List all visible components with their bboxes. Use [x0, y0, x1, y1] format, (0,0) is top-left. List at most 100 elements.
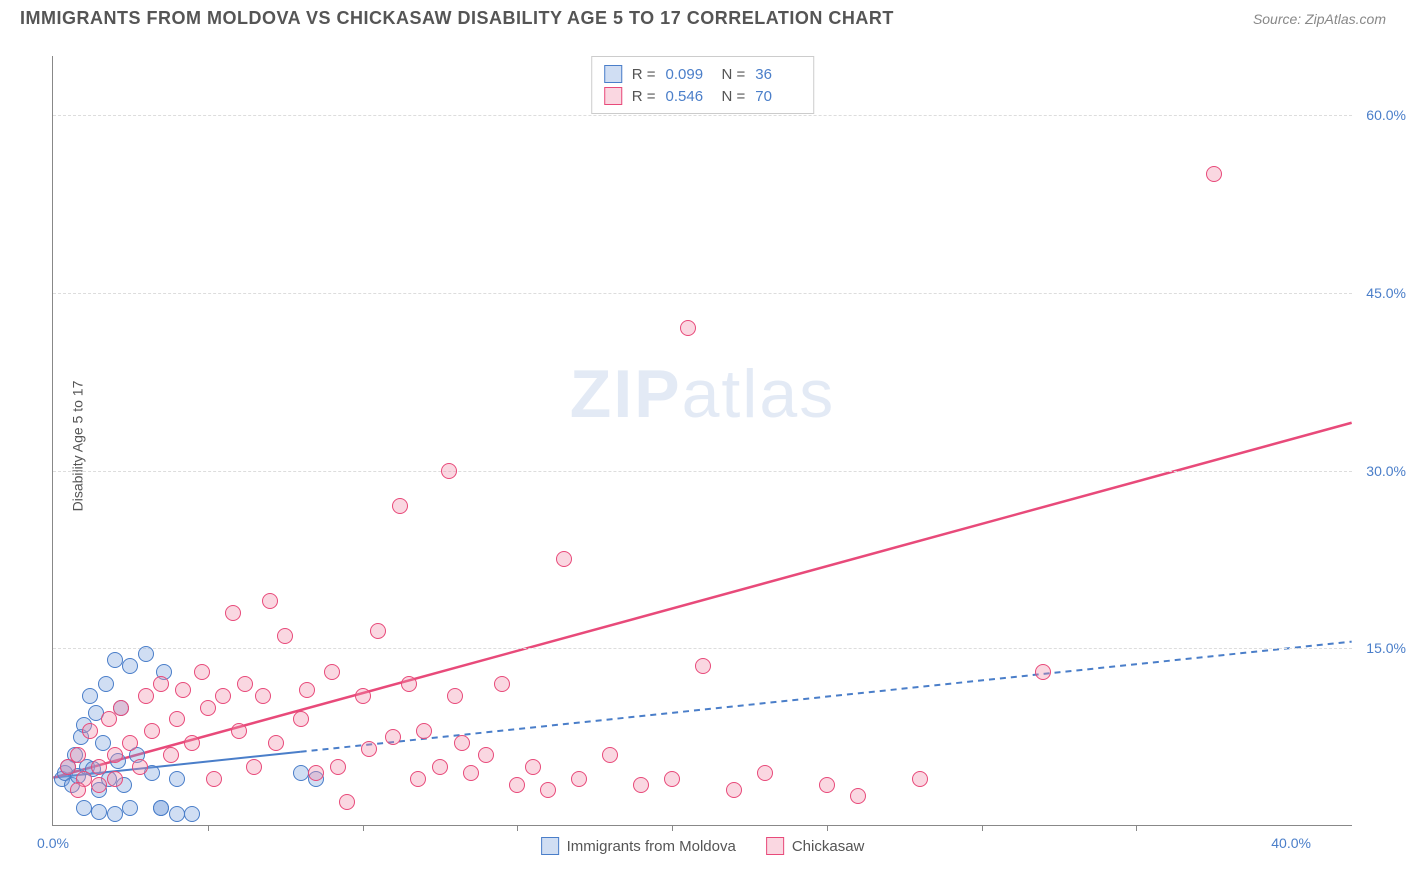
point-chickasaw: [194, 664, 210, 680]
point-chickasaw: [262, 593, 278, 609]
point-chickasaw: [91, 759, 107, 775]
point-chickasaw: [361, 741, 377, 757]
point-chickasaw: [416, 723, 432, 739]
x-tick: [1136, 825, 1137, 831]
point-moldova: [169, 806, 185, 822]
point-chickasaw: [101, 711, 117, 727]
point-chickasaw: [454, 735, 470, 751]
point-chickasaw: [138, 688, 154, 704]
point-moldova: [107, 806, 123, 822]
x-tick-label: 0.0%: [37, 835, 69, 851]
point-chickasaw: [308, 765, 324, 781]
point-chickasaw: [633, 777, 649, 793]
point-moldova: [107, 652, 123, 668]
point-chickasaw: [277, 628, 293, 644]
swatch-chickasaw: [604, 87, 622, 105]
swatch-moldova: [541, 837, 559, 855]
point-chickasaw: [299, 682, 315, 698]
point-chickasaw: [268, 735, 284, 751]
y-tick-label: 30.0%: [1366, 463, 1406, 479]
point-chickasaw: [850, 788, 866, 804]
point-moldova: [76, 800, 92, 816]
point-chickasaw: [757, 765, 773, 781]
point-chickasaw: [392, 498, 408, 514]
point-chickasaw: [153, 676, 169, 692]
point-chickasaw: [107, 771, 123, 787]
gridline: [53, 115, 1352, 116]
point-chickasaw: [819, 777, 835, 793]
gridline: [53, 648, 1352, 649]
point-chickasaw: [132, 759, 148, 775]
point-chickasaw: [175, 682, 191, 698]
chart-header: IMMIGRANTS FROM MOLDOVA VS CHICKASAW DIS…: [0, 0, 1406, 43]
point-moldova: [91, 804, 107, 820]
legend-item-moldova: Immigrants from Moldova: [541, 837, 736, 855]
point-moldova: [138, 646, 154, 662]
point-chickasaw: [664, 771, 680, 787]
point-chickasaw: [206, 771, 222, 787]
gridline: [53, 471, 1352, 472]
stats-legend: R = 0.099 N = 36 R = 0.546 N = 70: [591, 56, 815, 114]
x-tick: [208, 825, 209, 831]
point-chickasaw: [82, 723, 98, 739]
point-chickasaw: [122, 735, 138, 751]
point-chickasaw: [726, 782, 742, 798]
watermark: ZIPatlas: [570, 355, 835, 433]
point-chickasaw: [525, 759, 541, 775]
point-moldova: [153, 800, 169, 816]
point-chickasaw: [441, 463, 457, 479]
chart-title: IMMIGRANTS FROM MOLDOVA VS CHICKASAW DIS…: [20, 8, 894, 29]
x-tick-label: 40.0%: [1271, 835, 1311, 851]
point-chickasaw: [540, 782, 556, 798]
point-chickasaw: [571, 771, 587, 787]
point-chickasaw: [680, 320, 696, 336]
x-tick: [517, 825, 518, 831]
series-legend: Immigrants from Moldova Chickasaw: [541, 837, 865, 855]
x-tick: [982, 825, 983, 831]
point-chickasaw: [912, 771, 928, 787]
point-chickasaw: [200, 700, 216, 716]
stats-row-chickasaw: R = 0.546 N = 70: [604, 85, 802, 107]
source-attribution: Source: ZipAtlas.com: [1253, 11, 1386, 27]
point-chickasaw: [330, 759, 346, 775]
swatch-chickasaw: [766, 837, 784, 855]
point-chickasaw: [602, 747, 618, 763]
legend-item-chickasaw: Chickasaw: [766, 837, 865, 855]
y-tick-label: 15.0%: [1366, 640, 1406, 656]
point-chickasaw: [324, 664, 340, 680]
point-chickasaw: [432, 759, 448, 775]
point-chickasaw: [237, 676, 253, 692]
point-moldova: [122, 658, 138, 674]
point-chickasaw: [695, 658, 711, 674]
point-chickasaw: [231, 723, 247, 739]
point-chickasaw: [1206, 166, 1222, 182]
x-tick: [827, 825, 828, 831]
point-chickasaw: [370, 623, 386, 639]
point-moldova: [98, 676, 114, 692]
point-moldova: [82, 688, 98, 704]
point-chickasaw: [385, 729, 401, 745]
point-chickasaw: [107, 747, 123, 763]
point-chickasaw: [144, 723, 160, 739]
point-chickasaw: [255, 688, 271, 704]
x-tick: [363, 825, 364, 831]
trend-lines: [53, 56, 1352, 825]
gridline: [53, 293, 1352, 294]
point-chickasaw: [355, 688, 371, 704]
point-moldova: [293, 765, 309, 781]
point-moldova: [122, 800, 138, 816]
point-chickasaw: [246, 759, 262, 775]
point-chickasaw: [70, 782, 86, 798]
y-tick-label: 45.0%: [1366, 285, 1406, 301]
point-moldova: [184, 806, 200, 822]
point-chickasaw: [91, 777, 107, 793]
point-chickasaw: [509, 777, 525, 793]
point-chickasaw: [556, 551, 572, 567]
point-chickasaw: [401, 676, 417, 692]
point-chickasaw: [169, 711, 185, 727]
point-chickasaw: [447, 688, 463, 704]
point-chickasaw: [225, 605, 241, 621]
point-chickasaw: [293, 711, 309, 727]
y-tick-label: 60.0%: [1366, 107, 1406, 123]
point-chickasaw: [113, 700, 129, 716]
